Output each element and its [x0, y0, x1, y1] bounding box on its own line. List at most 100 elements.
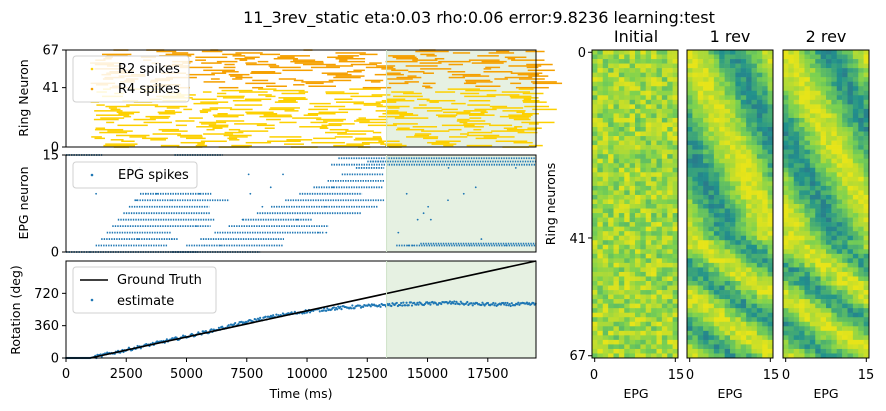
heatmap-cell: [713, 258, 720, 264]
heatmap-cell: [724, 303, 731, 309]
heatmap-cell: [672, 317, 679, 323]
heatmap-cell: [713, 244, 720, 250]
r2-spike-run: [310, 121, 328, 124]
heatmap-cell: [815, 208, 821, 214]
heatmap-cell: [608, 348, 614, 354]
r4-spike-run: [244, 56, 260, 59]
heatmap-cell: [640, 290, 647, 295]
estimate-point: [449, 302, 453, 305]
r2-spike-run: [96, 114, 130, 116]
heatmap-cell: [836, 154, 843, 160]
heatmap-cell: [708, 213, 715, 218]
heatmap-cell: [708, 176, 715, 182]
heatmap-cell: [767, 185, 774, 191]
heatmap-cell: [640, 326, 647, 332]
heatmap-cell: [602, 303, 609, 309]
heatmap-cell: [815, 163, 821, 169]
heatmap-cell: [602, 163, 609, 169]
heatmap-cell: [645, 222, 652, 227]
heatmap-cell: [740, 267, 747, 273]
heatmap-cell: [826, 344, 832, 350]
heatmap-cell: [672, 253, 679, 259]
heatmap-cell: [602, 244, 609, 250]
heatmap-cell: [847, 299, 854, 304]
heatmap-cell: [826, 172, 832, 178]
heatmap-cell: [640, 127, 647, 132]
heatmap-cell: [730, 222, 736, 227]
heatmap-cell: [661, 330, 668, 336]
heatmap-cell: [724, 335, 731, 341]
r2-spike-run: [333, 144, 364, 147]
heatmap-cell: [762, 217, 768, 223]
heatmap-cell: [713, 136, 720, 141]
r2-spike-run: [459, 121, 468, 124]
heatmap-cell: [640, 172, 647, 178]
heatmap-cell: [799, 99, 805, 105]
heatmap-cell: [740, 108, 747, 114]
heatmap-cell: [708, 59, 715, 64]
heatmap-cell: [597, 235, 604, 241]
heatmap-cell: [804, 50, 811, 55]
r4-spike-run: [388, 82, 409, 85]
heatmap-cell: [831, 321, 838, 327]
heatmap-cell: [724, 190, 731, 196]
heatmap-cell: [799, 72, 805, 78]
heatmap-cell: [719, 290, 725, 295]
heatmap-cell: [597, 54, 604, 60]
heatmap-cell: [656, 285, 663, 291]
heatmap-cell: [858, 172, 864, 178]
r4-spike-run: [245, 82, 276, 85]
heatmap-cell: [852, 68, 859, 73]
heatmap-cell: [751, 258, 758, 264]
heatmap-cell: [640, 335, 647, 341]
r4-spike-run: [246, 63, 277, 66]
heatmap-cell: [635, 330, 641, 336]
heatmap-cell: [842, 244, 848, 250]
heatmap-cell: [608, 208, 614, 214]
heatmap-cell: [836, 213, 843, 218]
heatmap-cell: [809, 276, 816, 282]
heatmap-cell: [640, 176, 647, 182]
heatmap-cell: [592, 176, 598, 182]
heatmap-cell: [809, 285, 816, 291]
heatmap-cell: [858, 267, 864, 273]
heatmap-cell: [613, 95, 620, 101]
heatmap-cell: [713, 312, 720, 318]
heatmap-cell: [687, 262, 693, 268]
r2-spike-run: [126, 104, 159, 106]
heatmap-cell: [820, 104, 827, 110]
r2-spike-run: [396, 128, 425, 131]
heatmap-cell: [651, 140, 657, 146]
heatmap-cell: [708, 271, 715, 277]
heatmap-cell: [672, 158, 679, 164]
heatmap-cell: [703, 50, 709, 55]
heatmap-cell: [863, 335, 870, 341]
heatmap-cell: [602, 299, 609, 304]
heatmap-cell: [697, 303, 704, 309]
heatmap-cell: [783, 63, 789, 69]
heatmap-cell: [719, 235, 725, 241]
heatmap-cell: [820, 348, 827, 354]
heatmap-cell: [740, 154, 747, 160]
heatmap-cell: [697, 113, 704, 119]
r2-spike-run: [314, 105, 346, 108]
heatmap-cell: [651, 117, 657, 123]
heatmap-cell: [651, 231, 657, 237]
heatmap-cell: [703, 249, 709, 255]
heatmap-cell: [719, 145, 725, 150]
heatmap-cell: [667, 240, 673, 246]
heatmap-cell: [635, 190, 641, 196]
epg-spike: [411, 244, 414, 247]
heatmap-cell: [624, 81, 630, 87]
heatmap-cell: [618, 140, 625, 146]
heatmap-cell: [809, 108, 816, 114]
heatmap-cell: [608, 222, 614, 227]
heatmap-cell: [592, 262, 598, 268]
heatmap-cell: [602, 222, 609, 227]
heatmap-cell: [672, 285, 679, 291]
heatmap-cell: [831, 222, 838, 227]
heatmap-cell: [608, 312, 614, 318]
heatmap-cell: [826, 136, 832, 141]
heatmap-cell: [831, 294, 838, 300]
ring-raster-legend: R2 spikes R4 spikes: [72, 55, 190, 103]
